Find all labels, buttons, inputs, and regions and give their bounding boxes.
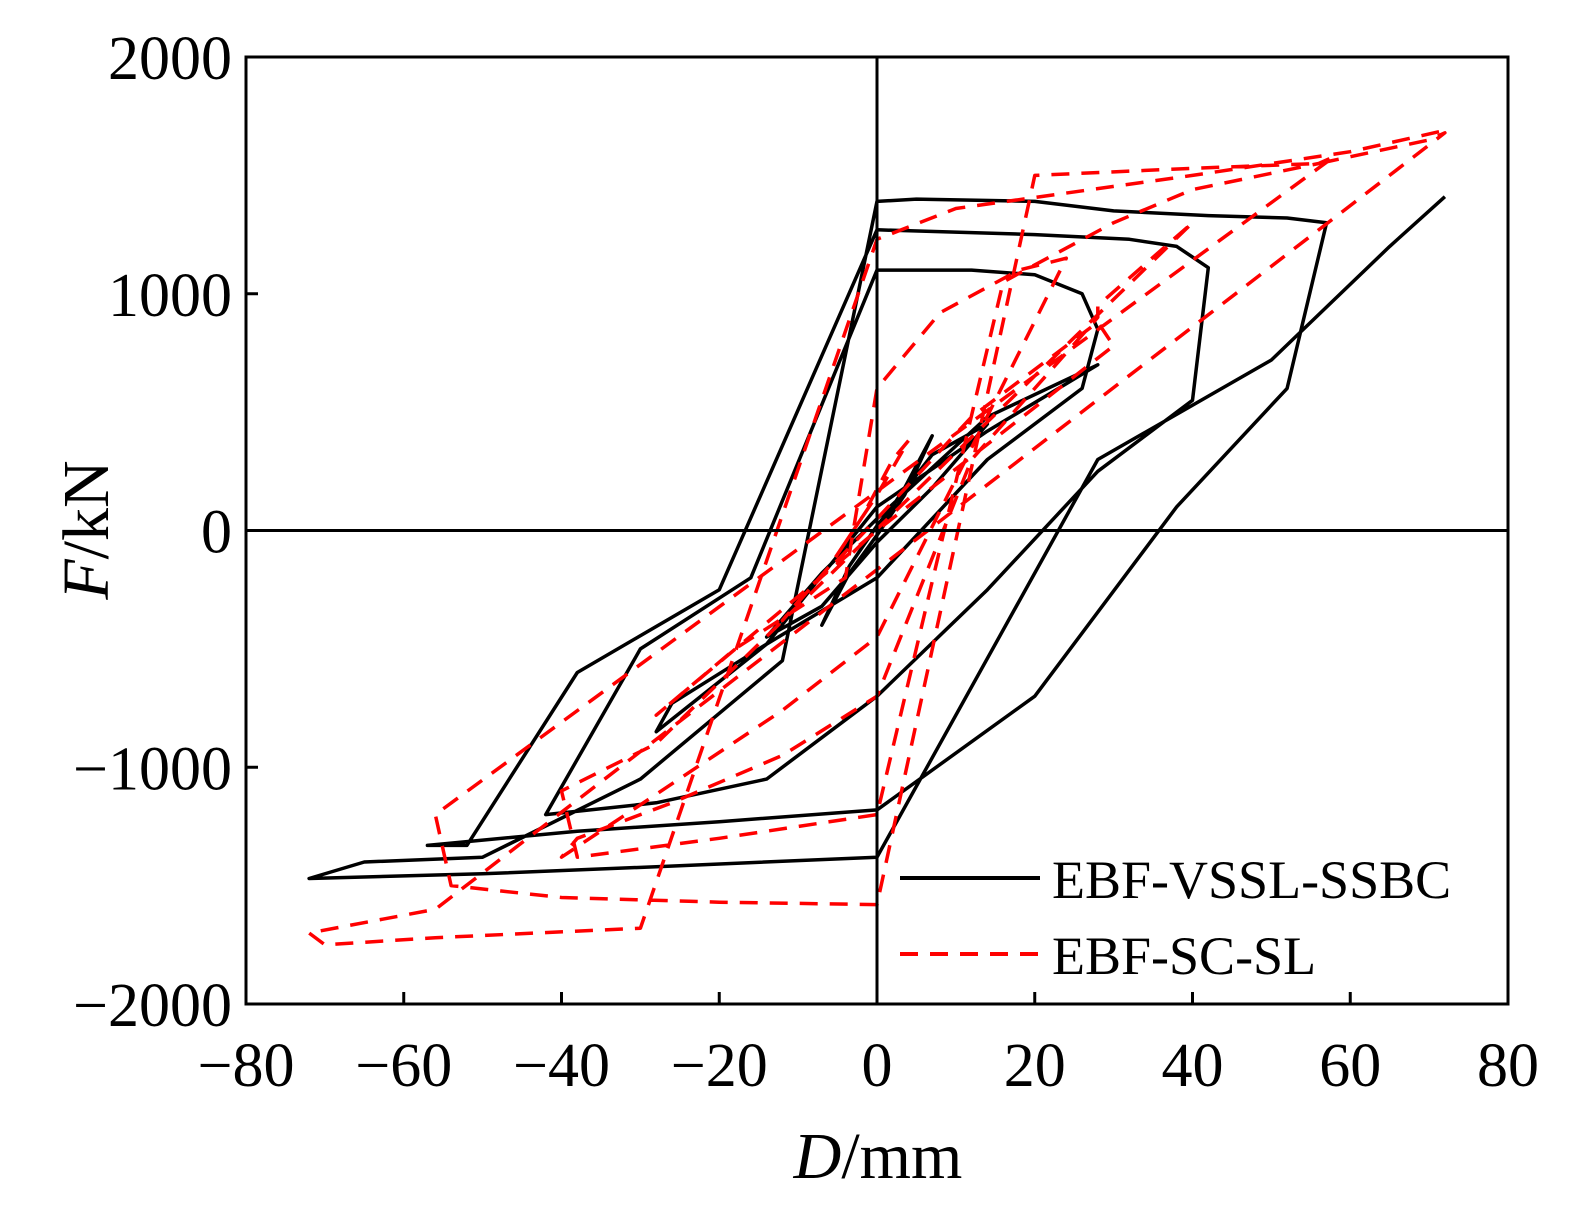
x-tick-label: −60 (355, 1032, 452, 1100)
curve-layer (307, 128, 1447, 947)
x-axis-label: D/mm (793, 1120, 963, 1193)
legend: EBF-VSSL-SSBC EBF-SC-SL (900, 850, 1451, 986)
x-tick-label: 0 (862, 1032, 893, 1100)
series-line-ebf-sc-sl (307, 128, 1447, 947)
x-tick-label: 40 (1162, 1032, 1224, 1100)
x-tick-label: −80 (198, 1032, 295, 1100)
x-tick-label: −40 (513, 1032, 610, 1100)
x-tick-label: −20 (671, 1032, 768, 1100)
y-tick-label: −2000 (73, 972, 232, 1040)
y-tick-label: 1000 (108, 262, 232, 330)
axis-ticks: −80 −60 −40 −20 0 20 40 60 80 −2000 −1000 0 1000 2000 (73, 25, 1539, 1100)
y-tick-label: 2000 (108, 25, 232, 93)
y-tick-label: −1000 (73, 735, 232, 803)
legend-label-solid: EBF-VSSL-SSBC (1052, 850, 1451, 910)
y-axis-label: F/kN (50, 460, 123, 600)
x-tick-label: 20 (1004, 1032, 1066, 1100)
x-tick-label: 80 (1477, 1032, 1539, 1100)
series-line-ebf-vssl-ssbc (307, 195, 1447, 881)
x-tick-label: 60 (1319, 1032, 1381, 1100)
legend-label-dashed: EBF-SC-SL (1052, 926, 1316, 986)
y-tick-label: 0 (201, 499, 232, 567)
